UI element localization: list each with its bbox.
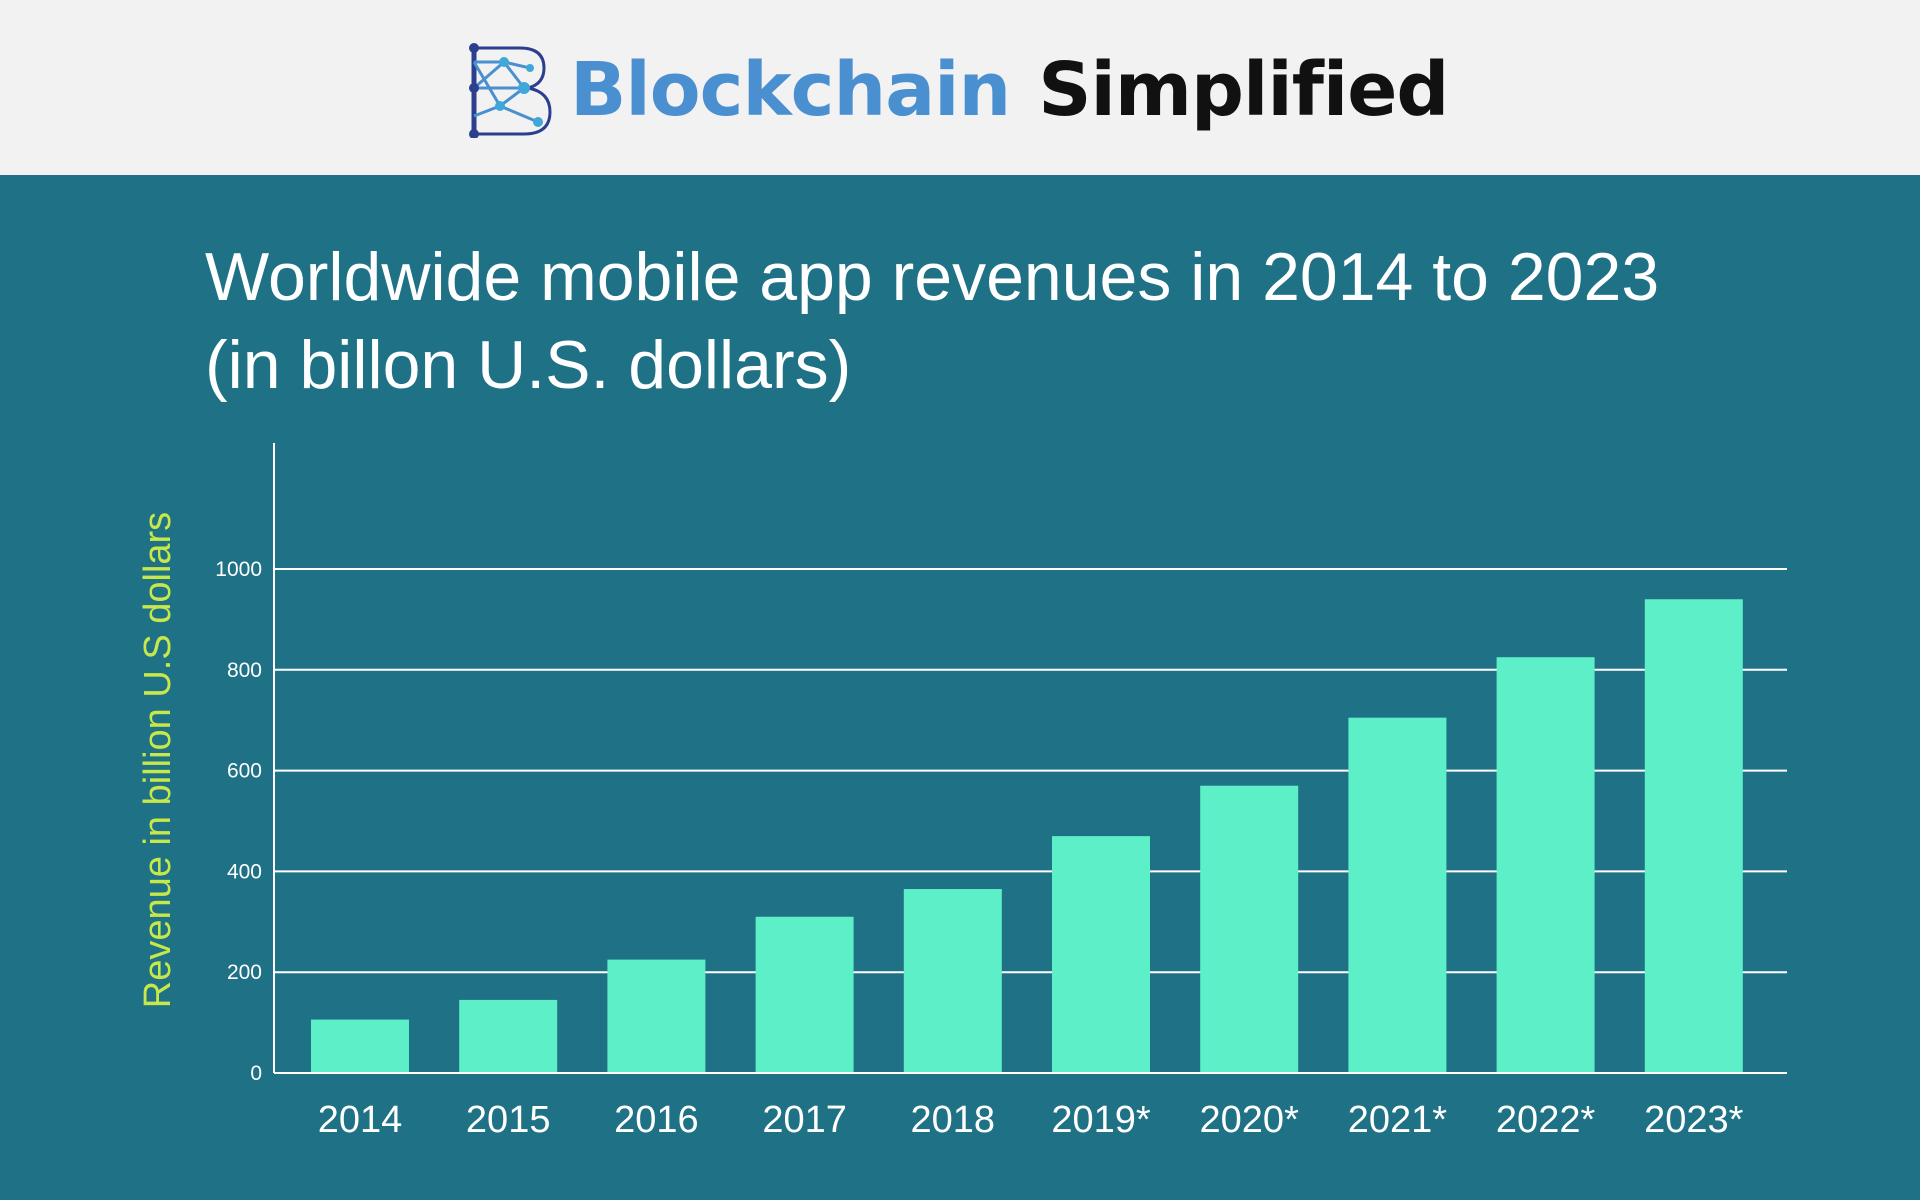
chart-title-line-1: Worldwide mobile app revenues in 2014 to…	[205, 239, 1660, 315]
y-tick-label: 400	[227, 860, 262, 883]
chart-panel: Worldwide mobile app revenues in 2014 to…	[0, 175, 1920, 1200]
x-tick-label: 2016	[614, 1099, 699, 1141]
x-tick-label: 2018	[911, 1099, 996, 1141]
x-tick-label: 2017	[762, 1099, 847, 1141]
brand-header: Blockchain Simplified	[0, 0, 1920, 175]
x-tick-label: 2020*	[1200, 1099, 1300, 1141]
brand-logo: Blockchain Simplified	[468, 40, 1449, 140]
brand-name-primary: Blockchain	[570, 47, 1011, 133]
brand-name-secondary: Simplified	[1038, 47, 1449, 133]
x-tick-label: 2023*	[1644, 1099, 1744, 1141]
y-tick-label: 0	[250, 1062, 262, 1085]
bar	[1644, 599, 1743, 1073]
bar	[1200, 785, 1299, 1073]
network-b-logo-icon	[469, 43, 552, 138]
chart-title: Worldwide mobile app revenues in 2014 to…	[205, 233, 1805, 409]
x-tick-label: 2014	[318, 1099, 403, 1141]
y-axis-label: Revenue in billion U.S dollars	[137, 512, 179, 1008]
axes	[273, 443, 1787, 1074]
x-tick-label: 2019*	[1051, 1099, 1151, 1141]
y-tick-label: 800	[227, 659, 262, 682]
x-tick-label: 2022*	[1496, 1099, 1596, 1141]
y-tick-label: 200	[227, 961, 262, 984]
bar	[311, 1019, 409, 1073]
chart-title-line-2: (in billon U.S. dollars)	[205, 327, 852, 403]
x-tick-label: 2021*	[1348, 1099, 1448, 1141]
bar-chart: 0 200 400 600 800 1000 2014 2015 2016 2017 2018 201…	[137, 443, 1787, 1141]
bar	[903, 889, 1002, 1073]
y-tick-label: 1000	[215, 558, 262, 581]
bar	[1496, 657, 1595, 1073]
tick-labels: 0 200 400 600 800 1000 2014 2015 2016 2017 2018 201…	[137, 512, 1744, 1141]
bar	[755, 916, 854, 1073]
bar	[459, 999, 558, 1073]
bar	[1052, 836, 1150, 1073]
bar	[607, 959, 706, 1073]
x-tick-label: 2015	[466, 1099, 551, 1141]
bar	[1348, 717, 1447, 1073]
bars	[311, 599, 1743, 1073]
y-tick-label: 600	[227, 760, 262, 783]
